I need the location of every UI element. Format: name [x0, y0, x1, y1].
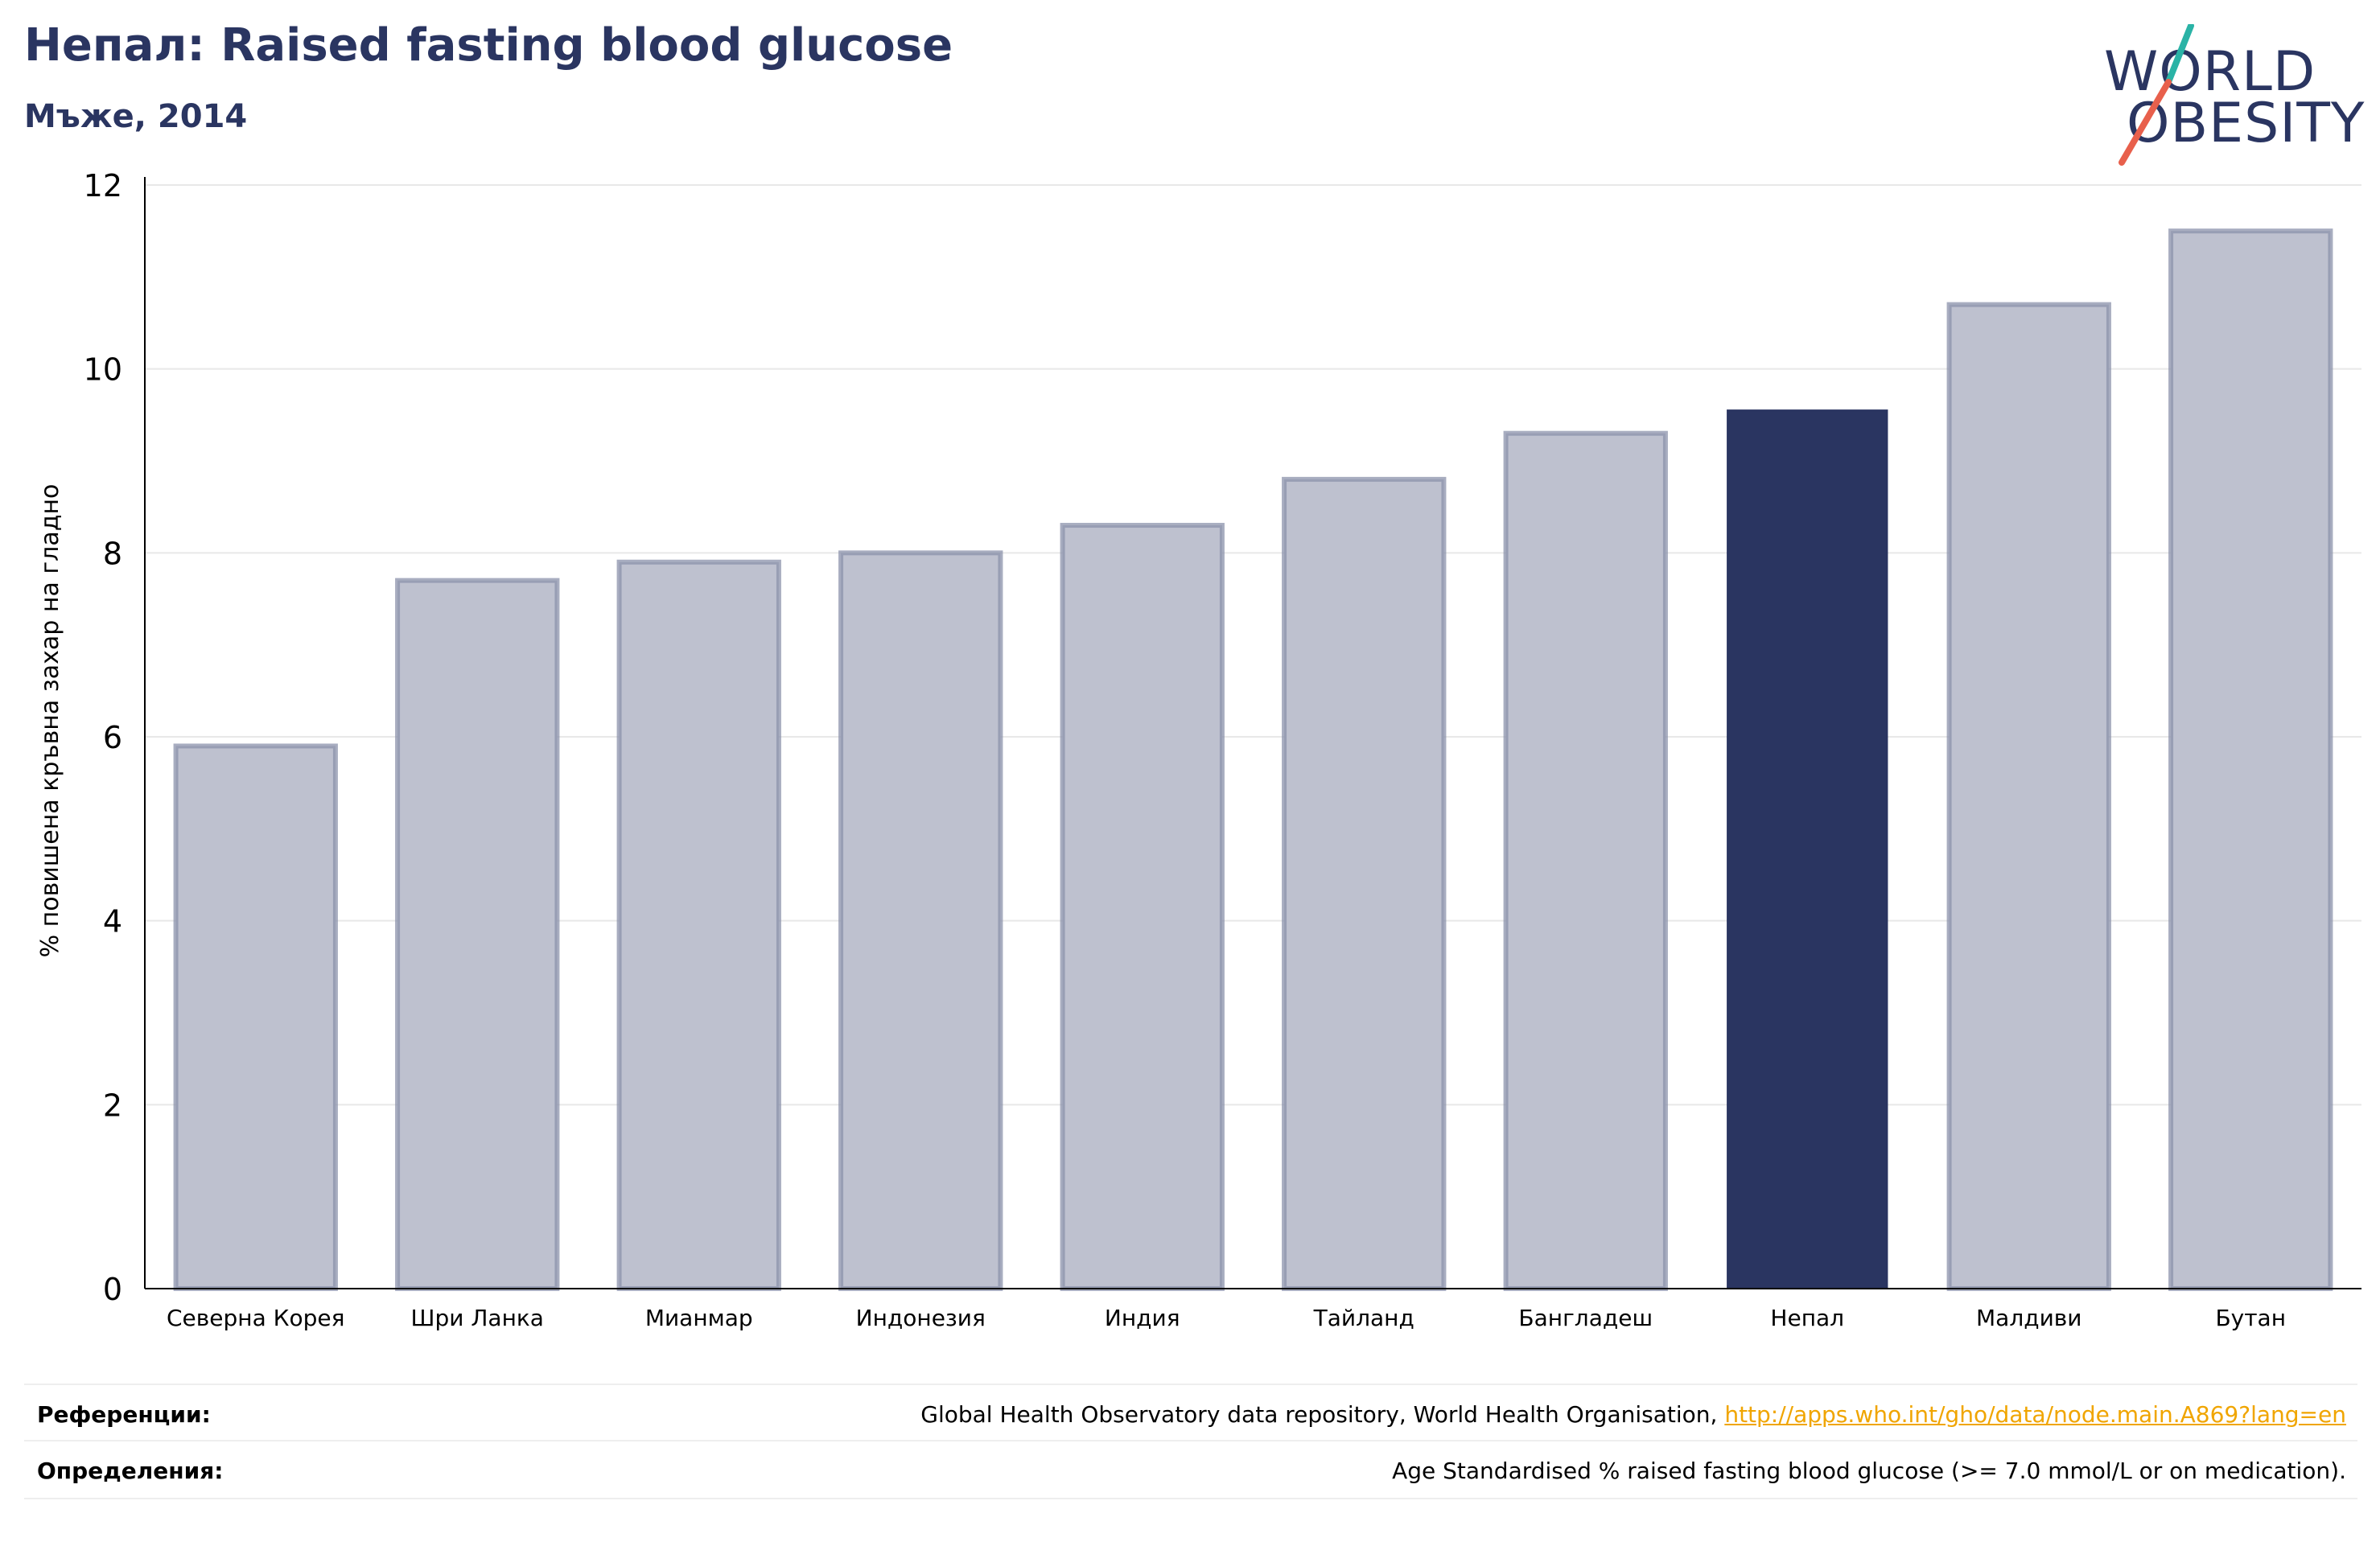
bar [395, 578, 560, 1291]
y-tick-label: 6 [103, 720, 122, 755]
bar [838, 550, 1003, 1291]
x-tick-label: Мианмар [645, 1305, 753, 1331]
footer-divider [24, 1498, 2357, 1499]
logo-word-world: WORLD [2104, 40, 2316, 104]
definitions-value: Age Standardised % raised fasting blood … [1392, 1458, 2346, 1484]
y-tick-label: 8 [103, 536, 122, 571]
x-tick-label: Шри Ланка [411, 1305, 544, 1331]
bar [2168, 228, 2333, 1292]
y-axis-label: % повишена кръвна захар на гладно [36, 484, 64, 958]
x-tick-label: Индия [1105, 1305, 1180, 1331]
chart-title: Непал: Raised fasting blood glucose [24, 19, 953, 72]
bar-highlight [1727, 409, 1888, 1289]
world-obesity-logo: WORLD OBESITY [2096, 24, 2364, 169]
bar-chart: 0 2 4 6 8 10 12 Северна Корея Шри Ланка Мианмар Ин… [36, 168, 2361, 1331]
bar [1060, 523, 1225, 1291]
x-tick-label: Бутан [2215, 1305, 2286, 1331]
logo-slash-icon [2119, 24, 2194, 166]
x-tick-label: Малдиви [1976, 1305, 2081, 1331]
y-tick-label: 2 [103, 1088, 122, 1123]
references-label: Референции: [37, 1401, 211, 1428]
x-tick-label: Бангладеш [1518, 1305, 1653, 1331]
references-link[interactable]: http://apps.who.int/gho/data/node.main.A… [1724, 1401, 2346, 1428]
references-text: Global Health Observatory data repositor… [920, 1401, 1725, 1428]
bar [1282, 476, 1447, 1291]
bar [1946, 302, 2111, 1292]
labels: 0 2 4 6 8 10 12 Северна Корея Шри Ланка Мианмар Ин… [36, 168, 2286, 1331]
x-tick-label: Непал [1770, 1305, 1844, 1331]
axes [144, 177, 2361, 1289]
logo-word-obesity: OBESITY [2127, 92, 2366, 155]
x-tick-label: Северна Корея [167, 1305, 345, 1331]
bar [173, 743, 338, 1291]
y-tick-label: 0 [103, 1272, 122, 1307]
references-row: Референции: Global Health Observatory da… [24, 1384, 2357, 1441]
y-tick-label: 4 [103, 904, 122, 940]
references-value: Global Health Observatory data repositor… [920, 1401, 2346, 1428]
bar [616, 559, 781, 1291]
definitions-label: Определения: [37, 1458, 224, 1484]
bars [173, 228, 2333, 1292]
y-tick-label: 10 [84, 352, 122, 388]
y-tick-label: 12 [84, 168, 122, 204]
definitions-row: Определения: Age Standardised % raised f… [24, 1440, 2357, 1498]
x-tick-label: Индонезия [856, 1305, 986, 1331]
bar [1503, 430, 1668, 1292]
chart-subtitle: Мъже, 2014 [24, 98, 248, 135]
x-tick-label: Тайланд [1313, 1305, 1414, 1331]
